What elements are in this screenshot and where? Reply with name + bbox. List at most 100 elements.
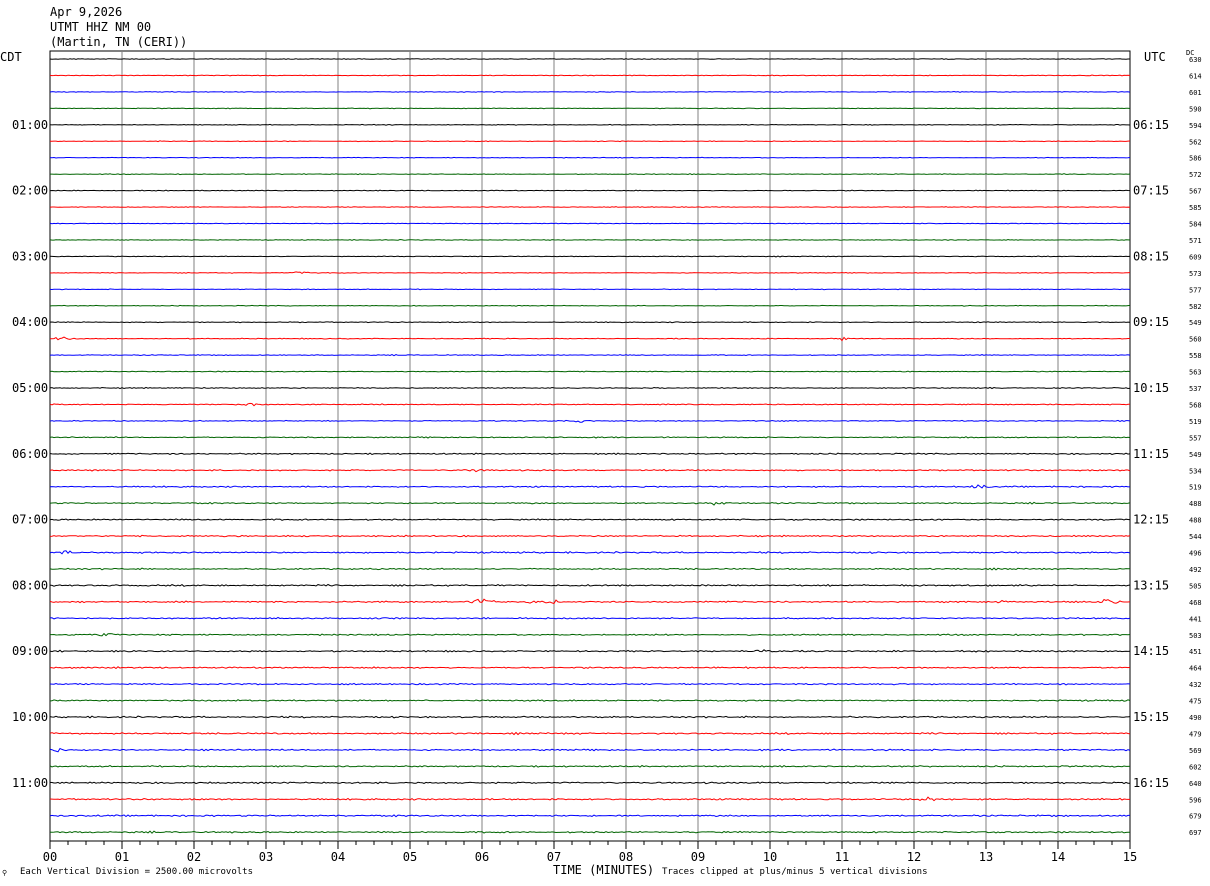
trace-line [49,550,1131,555]
dc-offset-label: 640 [1189,780,1202,788]
trace-line [49,649,1131,653]
trace-line [49,386,1131,390]
trace-line [49,830,1131,834]
dc-offset-label: 534 [1189,467,1202,475]
dc-offset-label: 569 [1189,747,1202,755]
dc-offset-label: 679 [1189,813,1202,821]
utc-hour-label: 11:15 [1133,447,1169,461]
dc-offset-label: 488 [1189,500,1202,508]
trace-line [49,747,1131,753]
cdt-axis-label: CDT [0,50,22,64]
dc-offset-label: 614 [1189,72,1202,80]
trace-line [49,321,1131,324]
x-tick-label: 10 [763,850,777,864]
x-tick-label: 01 [115,850,129,864]
x-tick-label: 14 [1051,850,1065,864]
scale-note: Each Vertical Division = 2500.00 microvo… [20,867,253,877]
dc-offset-label: 544 [1189,533,1202,541]
utc-hour-label: 10:15 [1133,381,1169,395]
dc-offset-label: 557 [1189,434,1202,442]
trace-line [49,402,1130,407]
dc-offset-label: 572 [1189,171,1202,179]
trace-line [49,271,1131,275]
cdt-hour-label: 11:00 [12,776,48,790]
trace-line [49,682,1131,686]
dc-offset-label: 451 [1189,648,1202,656]
cdt-hour-label: 09:00 [12,644,48,658]
x-tick-label: 06 [475,850,489,864]
trace-line [49,699,1131,702]
trace-line [49,74,1131,77]
dc-offset-label: 432 [1189,681,1202,689]
x-tick-label: 03 [259,850,273,864]
x-tick-label: 00 [43,850,57,864]
dc-offset-label: 571 [1189,237,1202,245]
dc-offset-label: 590 [1189,105,1202,113]
dc-offset-label: 549 [1189,451,1202,459]
trace-line [49,419,1131,423]
trace-line [49,534,1131,538]
cdt-hour-label: 03:00 [12,249,48,263]
trace-line [49,616,1131,620]
trace-line [50,173,1131,176]
dc-offset-label: 549 [1189,319,1202,327]
x-tick-label: 12 [907,850,921,864]
trace-line [49,814,1130,818]
x-tick-label: 13 [979,850,993,864]
trace-line [49,715,1131,719]
trace-line [49,354,1131,357]
dc-offset-label: 630 [1189,56,1202,64]
trace-line [49,123,1131,126]
x-tick-label: 05 [403,850,417,864]
trace-line [50,632,1131,637]
dc-offset-label: 519 [1189,484,1202,492]
dc-offset-label: 594 [1189,122,1202,130]
dc-offset-label: 441 [1189,615,1202,623]
x-tick-label: 04 [331,850,345,864]
dc-offset-label: 585 [1189,204,1202,212]
trace-line [49,598,1131,605]
trace-line [49,238,1131,241]
trace-line [49,468,1131,473]
trace-line [49,452,1131,456]
cdt-hour-label: 06:00 [12,447,48,461]
dc-offset-label: 490 [1189,714,1202,722]
trace-line [49,518,1131,521]
dc-offset-label: 563 [1189,369,1202,377]
trace-line [50,336,1130,342]
cdt-hour-label: 07:00 [12,513,48,527]
trace-line [49,436,1131,439]
dc-offset-label: 697 [1189,829,1202,837]
trace-line [49,255,1131,258]
utc-hour-label: 13:15 [1133,578,1169,592]
dc-offset-label: 586 [1189,155,1202,163]
trace-line [49,288,1131,291]
station-location: (Martin, TN (CERI)) [50,35,188,49]
cdt-hour-label: 08:00 [12,578,48,592]
x-tick-label: 11 [835,850,849,864]
trace-line [49,796,1130,802]
dc-offset-label: 475 [1189,698,1202,706]
dc-offset-label: 577 [1189,286,1202,294]
trace-line [49,189,1131,192]
clip-note: Traces clipped at plus/minus 5 vertical … [662,867,928,877]
station-code: UTMT HHZ NM 00 [50,20,152,34]
trace-line [49,764,1131,768]
cdt-hour-label: 02:00 [12,184,48,198]
trace-line [49,156,1131,159]
trace-line [49,370,1131,373]
trace-line [49,222,1131,225]
cdt-hour-label: 10:00 [12,710,48,724]
cdt-hour-label: 05:00 [12,381,48,395]
trace-line [49,666,1131,670]
trace-line [50,140,1131,143]
dc-offset-label: 496 [1189,550,1202,558]
x-tick-label: 15 [1123,850,1137,864]
x-tick-label: 07 [547,850,561,864]
dc-offset-label: 582 [1189,303,1202,311]
dc-offset-label: 568 [1189,401,1202,409]
trace-line [49,501,1131,506]
trace-line [49,58,1130,60]
utc-hour-label: 15:15 [1133,710,1169,724]
